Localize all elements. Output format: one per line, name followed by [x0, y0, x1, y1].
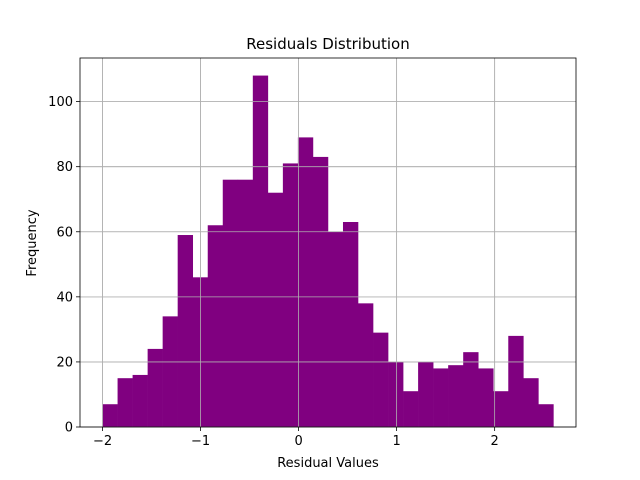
histogram-bar — [358, 303, 374, 427]
axes — [76, 57, 577, 431]
histogram-bar — [508, 335, 524, 427]
histogram-bar — [282, 163, 299, 427]
histogram-bar — [373, 332, 389, 427]
histogram-bar — [207, 225, 224, 427]
x-tick-label: 2 — [490, 434, 498, 449]
histogram-bar — [327, 231, 344, 427]
histogram-bar — [403, 391, 419, 427]
chart-title: Residuals Distribution — [246, 35, 409, 53]
x-tick-label: −1 — [191, 434, 210, 449]
x-axis-label: Residual Values — [277, 456, 379, 471]
plot-frame — [79, 57, 577, 428]
histogram-bar — [478, 368, 494, 427]
y-tick-label: 100 — [48, 95, 73, 110]
histogram-bar — [342, 222, 359, 427]
histogram-bar — [222, 179, 239, 427]
histogram-bar — [132, 374, 148, 427]
histogram-bar — [493, 391, 509, 427]
histogram-bar — [267, 192, 284, 427]
x-tick-label: −2 — [93, 434, 112, 449]
histogram-bar — [388, 361, 404, 427]
histogram-bar — [433, 368, 449, 427]
y-tick-label: 20 — [56, 355, 73, 370]
histogram-bar — [252, 75, 269, 428]
histogram-bar — [297, 137, 314, 427]
histogram-bars — [80, 58, 576, 428]
y-axis-label: Frequency — [25, 209, 40, 276]
histogram-bar — [117, 378, 133, 427]
histogram-bar — [312, 156, 329, 427]
x-tick-label: 1 — [392, 434, 400, 449]
y-tick-label: 0 — [65, 421, 73, 436]
histogram-bar — [448, 365, 464, 427]
histogram-bar — [418, 361, 434, 427]
y-tick-label: 60 — [56, 225, 73, 240]
y-tick-label: 40 — [56, 290, 73, 305]
histogram-bar — [237, 179, 254, 427]
histogram-bar — [162, 316, 178, 427]
x-tick-label: 0 — [294, 434, 302, 449]
histogram-bar — [102, 404, 118, 427]
y-tick-label: 80 — [56, 160, 73, 175]
histogram-bar — [177, 235, 194, 427]
histogram-bar — [538, 404, 554, 427]
histogram-bar — [523, 378, 539, 427]
histogram-bar — [463, 352, 479, 427]
histogram-bar — [147, 348, 163, 427]
